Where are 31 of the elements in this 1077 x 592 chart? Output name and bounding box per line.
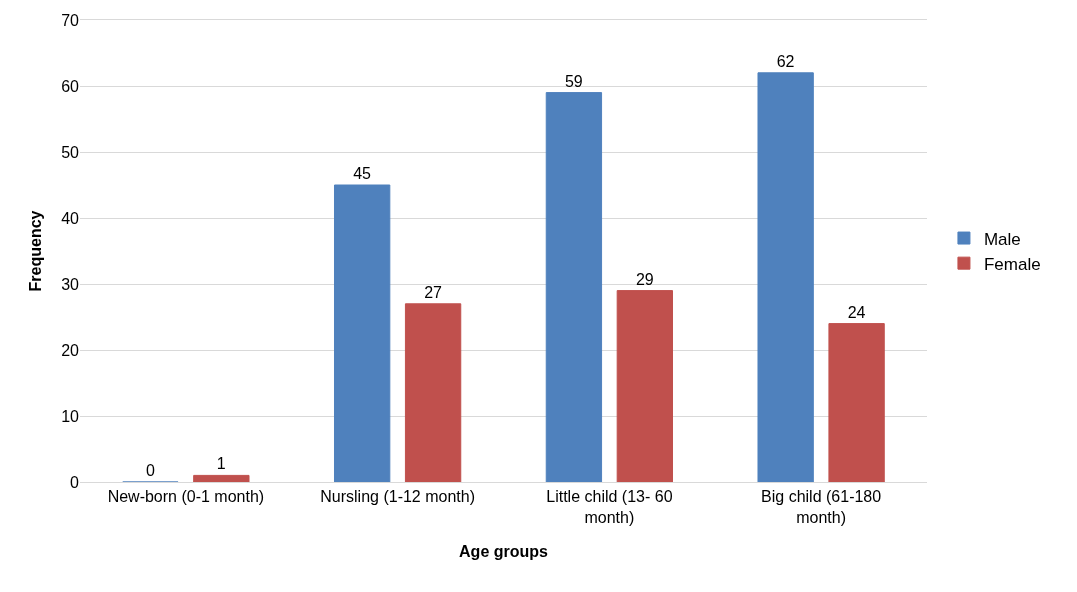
y-tick-label: 30: [61, 275, 80, 293]
bar: [193, 474, 250, 482]
data-label: 0: [145, 462, 155, 479]
bar: [545, 92, 603, 482]
y-tick-label: 50: [61, 143, 80, 161]
data-label: 29: [635, 270, 654, 288]
data-label: 62: [776, 52, 795, 70]
data-label: 24: [847, 303, 866, 321]
bar: [616, 290, 674, 482]
y-tick-label: 20: [61, 341, 80, 359]
legend-label: Female: [983, 254, 1041, 274]
x-axis-title: Age groups: [459, 542, 549, 560]
x-tick-label: New-born (0-1 month): [107, 488, 265, 506]
data-label: 45: [353, 165, 372, 182]
x-tick-label: Big child (61-180 month): [761, 488, 882, 526]
bar: [757, 72, 814, 482]
x-tick-label: Nursling (1-12 month): [320, 488, 475, 506]
y-tick-label: 0: [70, 473, 80, 491]
data-label: 1: [216, 455, 226, 473]
y-tick-label: 70: [61, 11, 80, 29]
bar: [828, 323, 885, 482]
bar: [333, 184, 391, 482]
x-tick-label: Little child (13- 60 month): [546, 488, 673, 526]
legend-label: Male: [983, 229, 1021, 249]
bar: [404, 303, 462, 482]
y-tick-label: 40: [61, 209, 80, 227]
y-tick-label: 10: [61, 407, 80, 425]
y-tick-label: 60: [61, 77, 80, 95]
data-label: 27: [424, 283, 443, 301]
y-axis-title: Frequency: [27, 210, 45, 292]
data-label: 59: [564, 72, 583, 90]
